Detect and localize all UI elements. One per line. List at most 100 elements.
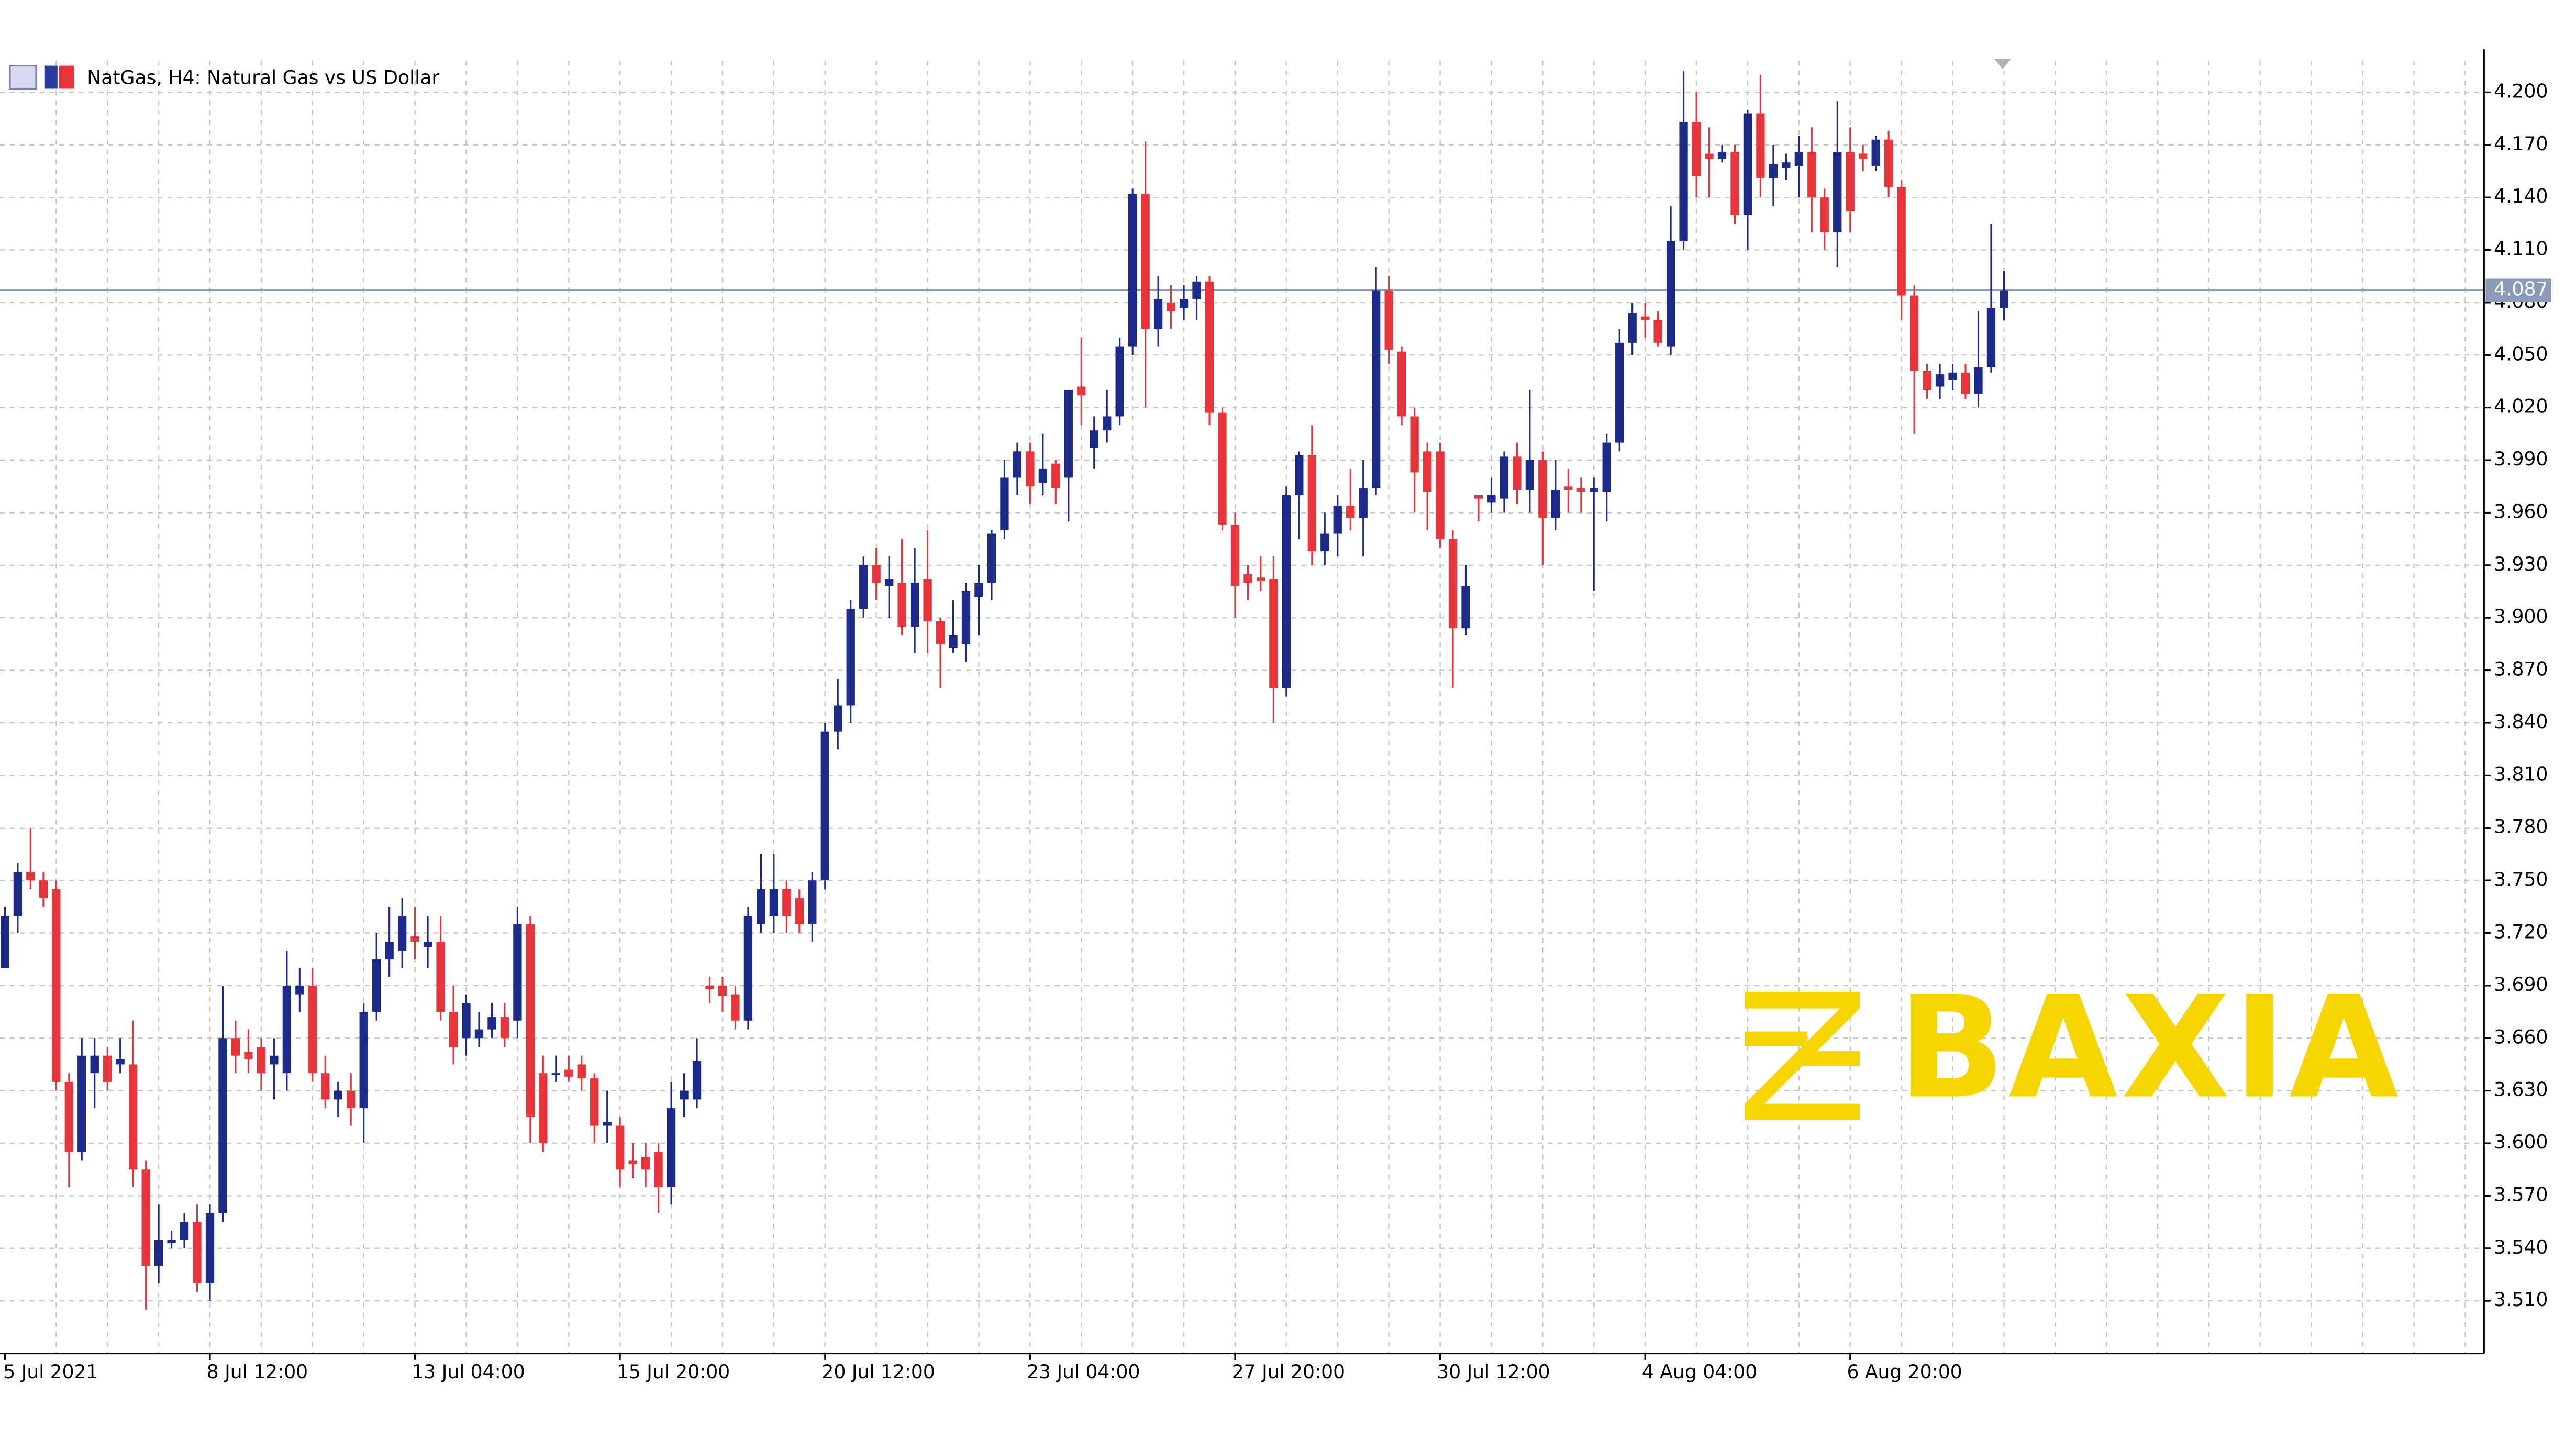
candle-body xyxy=(308,985,317,1074)
candle-body xyxy=(1666,241,1675,347)
candle-body xyxy=(1205,281,1214,413)
candle-body xyxy=(1705,153,1714,159)
candle-body xyxy=(936,621,945,644)
y-tick-label: 4.020 xyxy=(2494,396,2548,418)
y-tick-label: 4.170 xyxy=(2494,133,2548,155)
candle-body xyxy=(103,1055,112,1082)
candle-body xyxy=(1487,495,1496,503)
candle-body xyxy=(1064,390,1073,478)
candle-body xyxy=(1986,307,1996,367)
candle-body xyxy=(1243,574,1252,583)
candle-body xyxy=(795,898,804,924)
candle-body xyxy=(116,1059,125,1065)
grid xyxy=(0,61,2484,1354)
y-tick-label: 3.600 xyxy=(2494,1131,2548,1153)
x-tick-label: 30 Jul 12:00 xyxy=(1437,1361,1550,1383)
candle-body xyxy=(590,1078,599,1126)
candle-body xyxy=(1077,386,1086,396)
candle-body xyxy=(1679,122,1688,241)
candle-body xyxy=(667,1108,676,1187)
candle-body xyxy=(1000,477,1009,530)
candle-body xyxy=(539,1073,548,1144)
symbol-icon xyxy=(9,64,74,90)
candle-body xyxy=(603,1122,612,1126)
candle-body xyxy=(2000,290,2008,308)
candle-body xyxy=(1115,346,1124,417)
candle-body xyxy=(1846,152,1855,211)
candle-body xyxy=(974,583,983,597)
watermark-text: BAXIA xyxy=(1897,966,2402,1130)
candle-body xyxy=(193,1222,202,1283)
candle-body xyxy=(321,1073,330,1100)
candle-body xyxy=(1295,455,1304,495)
y-tick-label: 3.810 xyxy=(2494,763,2548,785)
candle-body xyxy=(692,1061,702,1100)
x-tick-label: 5 Jul 2021 xyxy=(3,1361,98,1383)
candle-body xyxy=(1153,299,1163,329)
y-tick-label: 3.780 xyxy=(2494,816,2548,838)
candle-body xyxy=(680,1090,689,1100)
candle-body xyxy=(180,1222,189,1240)
candle-body xyxy=(1743,113,1752,215)
y-tick-label: 3.750 xyxy=(2494,868,2548,890)
candle-body xyxy=(1769,164,1778,178)
x-tick-label: 13 Jul 04:00 xyxy=(412,1361,525,1383)
y-tick-label: 3.690 xyxy=(2494,974,2548,996)
candle-body xyxy=(1897,187,1906,296)
candle-body xyxy=(628,1160,637,1165)
candle-body xyxy=(13,872,23,916)
candle-body xyxy=(1384,290,1393,350)
candle-body xyxy=(1602,442,1611,492)
candle-body xyxy=(1448,539,1458,629)
candle-body xyxy=(1423,451,1432,492)
candle-body xyxy=(1833,152,1842,233)
candle-body xyxy=(1474,495,1483,499)
candle-body xyxy=(397,916,407,951)
candle-body xyxy=(718,985,727,996)
candle-body xyxy=(385,942,394,959)
candle-body xyxy=(1756,113,1765,178)
candle-body xyxy=(1256,577,1265,581)
candle-body xyxy=(1576,488,1585,492)
candle-body xyxy=(1551,489,1560,518)
candle-body xyxy=(1717,152,1727,159)
candle-body xyxy=(1884,139,1893,187)
candle-body xyxy=(1141,194,1150,329)
candle-body xyxy=(743,916,753,1021)
candle-body xyxy=(244,1052,253,1059)
candle-body xyxy=(1307,455,1316,552)
shift-marker xyxy=(1994,59,2011,69)
x-tick-label: 27 Jul 20:00 xyxy=(1232,1361,1345,1383)
candle-body xyxy=(1794,152,1803,166)
candle-body xyxy=(1333,506,1342,534)
candle-body xyxy=(731,994,740,1021)
x-tick-label: 23 Jul 04:00 xyxy=(1027,1361,1140,1383)
candle-body xyxy=(64,1081,73,1152)
chart-title: NatGas, H4: Natural Gas vs US Dollar xyxy=(87,67,439,89)
candle-body xyxy=(820,731,829,881)
candle-body xyxy=(372,959,381,1012)
candle-body xyxy=(1346,506,1355,518)
candle-body xyxy=(295,985,304,995)
candle-body xyxy=(654,1152,663,1187)
candle-body xyxy=(1538,460,1547,518)
candle-body xyxy=(270,1055,279,1065)
x-tick-label: 15 Jul 20:00 xyxy=(617,1361,730,1383)
y-tick-label: 3.720 xyxy=(2494,921,2548,943)
y-tick-label: 4.050 xyxy=(2494,343,2548,365)
candle-body xyxy=(1410,416,1419,473)
candle-body xyxy=(884,579,894,586)
candle-body xyxy=(808,880,817,924)
candle-body xyxy=(641,1157,650,1170)
y-tick-label: 3.630 xyxy=(2494,1079,2548,1101)
candle-body xyxy=(551,1073,560,1075)
candle-body xyxy=(834,705,842,732)
candle-body xyxy=(1730,152,1739,215)
candle-body xyxy=(1615,342,1624,443)
x-tick-label: 8 Jul 12:00 xyxy=(207,1361,308,1383)
candle-body xyxy=(1167,302,1175,311)
candle-body xyxy=(1923,371,1931,390)
candle-body xyxy=(1782,162,1791,168)
candle-body xyxy=(282,985,292,1074)
candle-body xyxy=(26,872,35,881)
